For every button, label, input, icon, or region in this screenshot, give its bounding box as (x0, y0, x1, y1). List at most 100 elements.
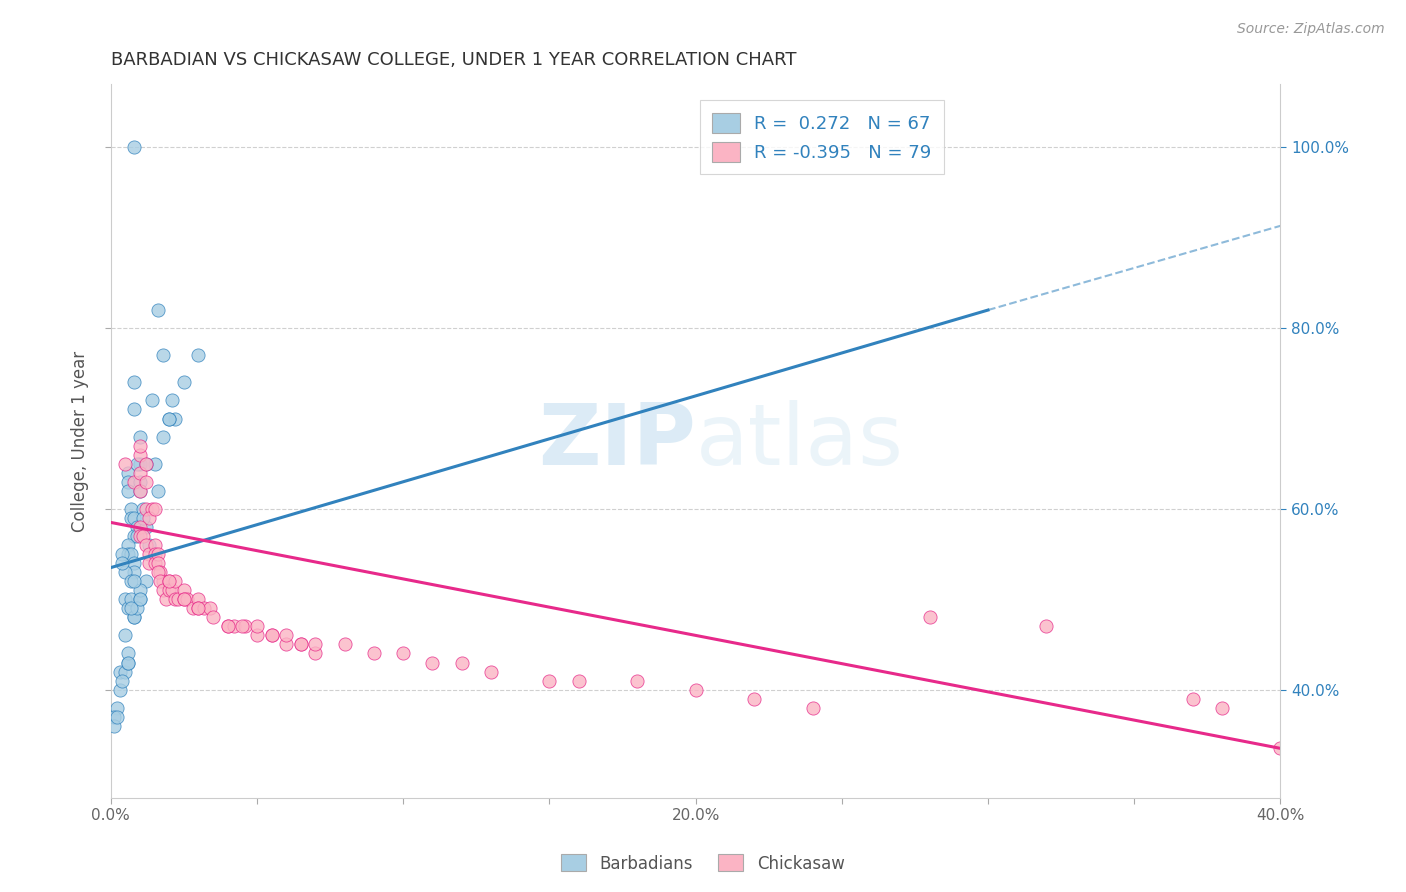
Point (181, 601, 204, 615)
Point (742, 691, 765, 706)
Point (135, 520, 157, 534)
Point (246, 619, 269, 633)
Point (626, 673, 648, 688)
Point (103, 710, 125, 724)
Point (129, 448, 152, 462)
Point (122, 610, 145, 624)
Point (173, 583, 195, 598)
Point (120, 501, 142, 516)
Point (129, 475, 152, 489)
Point (135, 538, 157, 552)
Point (143, 547, 166, 561)
Point (222, 619, 245, 633)
Point (143, 501, 166, 516)
Point (114, 457, 136, 471)
Point (246, 628, 269, 642)
Point (138, 556, 160, 570)
Point (105, 700, 128, 714)
Point (117, 475, 139, 489)
Point (146, 483, 169, 498)
Point (117, 601, 139, 615)
Point (125, 529, 148, 543)
Point (122, 610, 145, 624)
Point (479, 665, 502, 679)
Point (918, 610, 941, 624)
Point (117, 656, 139, 670)
Point (1181, 691, 1204, 706)
Point (149, 565, 172, 579)
Text: atlas: atlas (696, 400, 904, 483)
Point (135, 475, 157, 489)
Point (117, 647, 139, 661)
Point (111, 673, 134, 688)
Point (290, 637, 312, 651)
Point (1035, 619, 1057, 633)
Point (132, 529, 155, 543)
Point (129, 483, 152, 498)
Point (422, 656, 444, 670)
Point (129, 529, 152, 543)
Point (117, 483, 139, 498)
Point (114, 665, 136, 679)
Point (132, 511, 155, 525)
Point (276, 637, 298, 651)
Point (122, 556, 145, 570)
Point (173, 376, 195, 390)
Point (304, 637, 326, 651)
Point (120, 511, 142, 525)
Point (276, 628, 298, 642)
Point (122, 565, 145, 579)
Point (125, 520, 148, 534)
Point (202, 610, 225, 624)
Point (129, 592, 152, 607)
Point (685, 682, 707, 697)
Point (157, 583, 180, 598)
Point (173, 592, 195, 607)
Point (122, 511, 145, 525)
Point (233, 619, 256, 633)
Point (120, 547, 142, 561)
Point (111, 547, 134, 561)
Text: BARBADIAN VS CHICKASAW COLLEGE, UNDER 1 YEAR CORRELATION CHART: BARBADIAN VS CHICKASAW COLLEGE, UNDER 1 … (111, 51, 796, 69)
Point (165, 411, 187, 425)
Point (152, 583, 174, 598)
Point (129, 520, 152, 534)
Point (120, 592, 142, 607)
Point (122, 475, 145, 489)
Point (129, 592, 152, 607)
Point (363, 647, 385, 661)
Point (160, 393, 183, 408)
Y-axis label: College, Under 1 year: College, Under 1 year (72, 351, 89, 532)
Point (152, 348, 174, 362)
Point (129, 483, 152, 498)
Point (129, 457, 152, 471)
Point (117, 547, 139, 561)
Point (217, 619, 239, 633)
Point (290, 637, 312, 651)
Point (146, 303, 169, 318)
Point (138, 511, 160, 525)
Point (125, 601, 148, 615)
Legend: Barbadians, Chickasaw: Barbadians, Chickasaw (555, 847, 851, 880)
Point (157, 411, 180, 425)
Point (165, 574, 187, 589)
Point (568, 673, 591, 688)
Point (187, 348, 209, 362)
Point (105, 710, 128, 724)
Point (260, 628, 283, 642)
Point (187, 601, 209, 615)
Text: ZIP: ZIP (538, 400, 696, 483)
Point (149, 574, 172, 589)
Point (120, 574, 142, 589)
Point (333, 637, 356, 651)
Point (450, 656, 472, 670)
Point (122, 376, 145, 390)
Point (187, 601, 209, 615)
Point (129, 429, 152, 443)
Point (304, 647, 326, 661)
Point (111, 556, 134, 570)
Point (146, 547, 169, 561)
Point (538, 673, 561, 688)
Point (231, 619, 253, 633)
Point (187, 592, 209, 607)
